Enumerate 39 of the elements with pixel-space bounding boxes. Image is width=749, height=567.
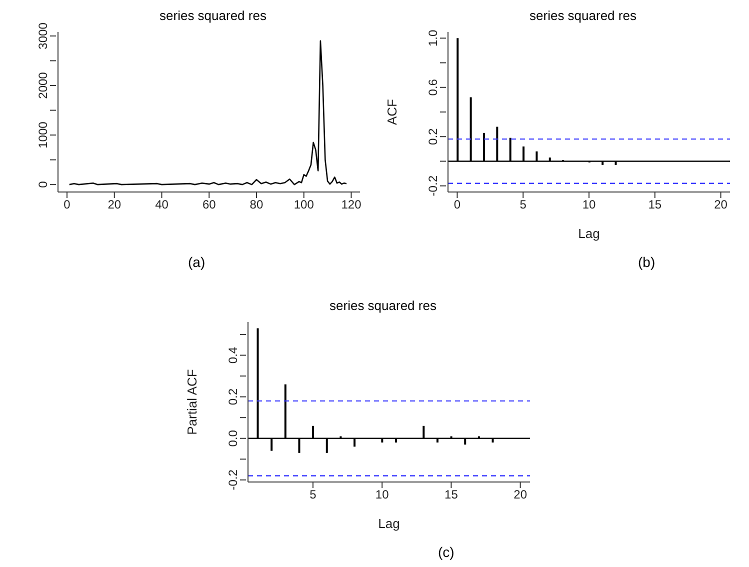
x-axis-title: Lag bbox=[378, 516, 400, 531]
chart-title: series squared res bbox=[158, 8, 268, 23]
text: (a) bbox=[188, 254, 206, 270]
x-tick-label: 40 bbox=[155, 198, 169, 212]
x-tick-label: 5 bbox=[310, 488, 317, 502]
y-tick-label: -0.2 bbox=[226, 469, 240, 490]
y-tick-label: 0.0 bbox=[226, 430, 240, 447]
y-tick-label: 2000 bbox=[36, 72, 50, 99]
x-tick-label: 120 bbox=[341, 198, 362, 212]
x-tick-label: 100 bbox=[294, 198, 314, 212]
x-tick-label: 15 bbox=[444, 488, 458, 502]
y-tick-label: 0.2 bbox=[426, 128, 440, 145]
chart-title: series squared res bbox=[528, 8, 638, 23]
x-tick-label: 80 bbox=[250, 198, 264, 212]
x-tick-label: 20 bbox=[514, 488, 528, 502]
x-axis-title: Lag bbox=[578, 226, 600, 241]
y-tick-label: 1.0 bbox=[426, 29, 440, 46]
y-tick-label: 3000 bbox=[36, 22, 50, 50]
text: (c) bbox=[438, 544, 454, 560]
chart-title: series squared res bbox=[328, 298, 438, 313]
y-axis-title: Partial ACF bbox=[184, 369, 200, 435]
x-tick-label: 60 bbox=[202, 198, 216, 212]
x-tick-label: 20 bbox=[714, 198, 728, 212]
x-tick-label: 10 bbox=[375, 488, 390, 502]
x-tick-label: 5 bbox=[520, 198, 527, 212]
x-tick-label: 15 bbox=[648, 198, 662, 212]
y-tick-label: -0.2 bbox=[426, 175, 440, 196]
y-tick-label: 0.2 bbox=[226, 388, 240, 406]
y-tick-label: 0.4 bbox=[226, 346, 240, 364]
x-tick-label: 10 bbox=[582, 198, 596, 212]
y-tick-label: 1000 bbox=[36, 121, 50, 148]
text: (b) bbox=[638, 254, 656, 270]
x-tick-label: 0 bbox=[454, 198, 461, 212]
y-tick-label: 0 bbox=[36, 180, 50, 188]
y-axis-title: ACF bbox=[384, 98, 400, 125]
y-tick-label: 0.6 bbox=[426, 78, 440, 96]
x-tick-label: 0 bbox=[64, 198, 71, 212]
x-tick-label: 20 bbox=[108, 198, 122, 212]
line-series bbox=[68, 40, 348, 186]
